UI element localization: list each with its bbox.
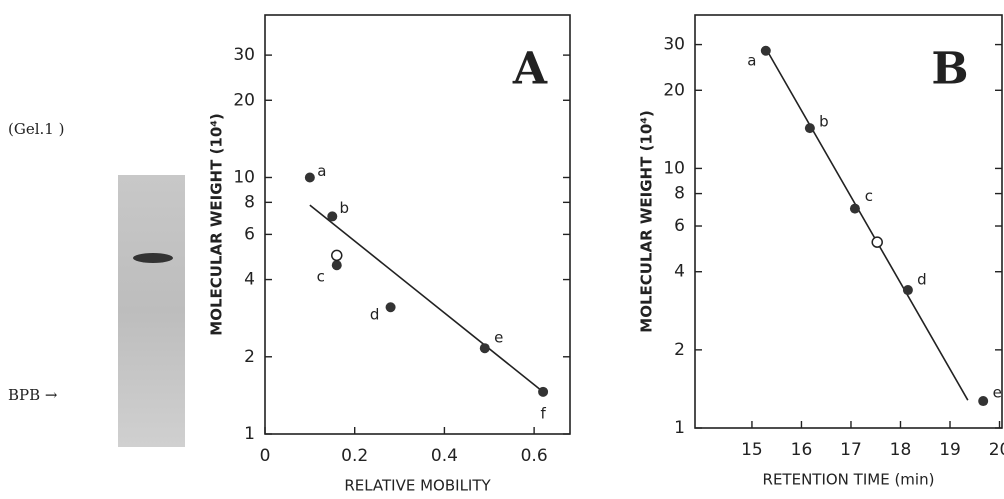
x-tick-label: 0.6 xyxy=(521,446,548,466)
y-tick-label: 30 xyxy=(233,45,255,65)
data-point xyxy=(804,123,815,134)
point-label: c xyxy=(317,268,325,286)
y-tick-label: 6 xyxy=(674,216,685,236)
y-tick-label: 2 xyxy=(244,347,255,367)
point-label: f xyxy=(540,404,546,422)
gel-band xyxy=(133,253,173,263)
y-tick-label: 6 xyxy=(244,224,255,244)
x-tick-label: 18 xyxy=(890,440,912,460)
point-label: e xyxy=(993,384,1002,402)
data-point xyxy=(978,396,989,407)
unknown-point xyxy=(871,236,883,248)
point-label: b xyxy=(819,113,829,131)
data-point xyxy=(538,386,549,397)
y-tick-label: 20 xyxy=(233,90,255,110)
y-axis-label: MOLECULAR WEIGHT (10⁴) xyxy=(638,110,656,332)
plot-frame xyxy=(694,14,1003,429)
point-label: d xyxy=(917,271,927,289)
panel-label: B xyxy=(931,44,968,95)
point-label: d xyxy=(370,306,380,324)
y-tick-label: 4 xyxy=(674,262,685,282)
y-tick-label: 10 xyxy=(663,158,685,178)
data-point xyxy=(479,343,490,354)
data-point xyxy=(902,285,913,296)
plot-frame xyxy=(264,14,571,435)
x-tick-label: 15 xyxy=(741,440,763,460)
y-tick-label: 8 xyxy=(244,192,255,212)
x-tick-label: 17 xyxy=(840,440,862,460)
point-label: e xyxy=(494,329,503,347)
y-axis-label: MOLECULAR WEIGHT (10⁴) xyxy=(208,113,226,335)
point-label: b xyxy=(340,199,350,217)
fit-line xyxy=(765,48,969,401)
y-tick-label: 1 xyxy=(244,424,255,444)
x-tick-label: 20 xyxy=(989,440,1004,460)
gel-image xyxy=(118,175,185,447)
y-tick-label: 8 xyxy=(674,184,685,204)
x-tick-label: 16 xyxy=(791,440,813,460)
data-point xyxy=(331,260,342,271)
point-label: a xyxy=(747,51,756,69)
panel-label: A xyxy=(512,44,548,95)
y-tick-label: 2 xyxy=(674,340,685,360)
data-point xyxy=(385,302,396,313)
data-point xyxy=(304,172,315,183)
y-tick-label: 1 xyxy=(674,418,685,438)
y-tick-label: 30 xyxy=(663,35,685,55)
gel-label: (Gel.1 ) xyxy=(8,120,64,138)
x-tick-label: 0 xyxy=(260,446,271,466)
unknown-point xyxy=(331,249,343,262)
point-label: a xyxy=(317,162,326,180)
data-point xyxy=(849,203,860,214)
data-point xyxy=(760,45,771,56)
point-label: c xyxy=(865,187,873,205)
x-tick-label: 0.2 xyxy=(341,446,368,466)
x-axis-label: RETENTION TIME (min) xyxy=(763,471,935,489)
x-tick-label: 0.4 xyxy=(431,446,458,466)
x-axis-label: RELATIVE MOBILITY xyxy=(344,477,491,495)
marker-label: BPB → xyxy=(8,386,58,404)
x-tick-label: 19 xyxy=(939,440,961,460)
y-tick-label: 20 xyxy=(663,80,685,100)
y-tick-label: 4 xyxy=(244,270,255,290)
y-tick-label: 10 xyxy=(233,167,255,187)
data-point xyxy=(327,211,338,222)
fit-line xyxy=(309,204,544,393)
